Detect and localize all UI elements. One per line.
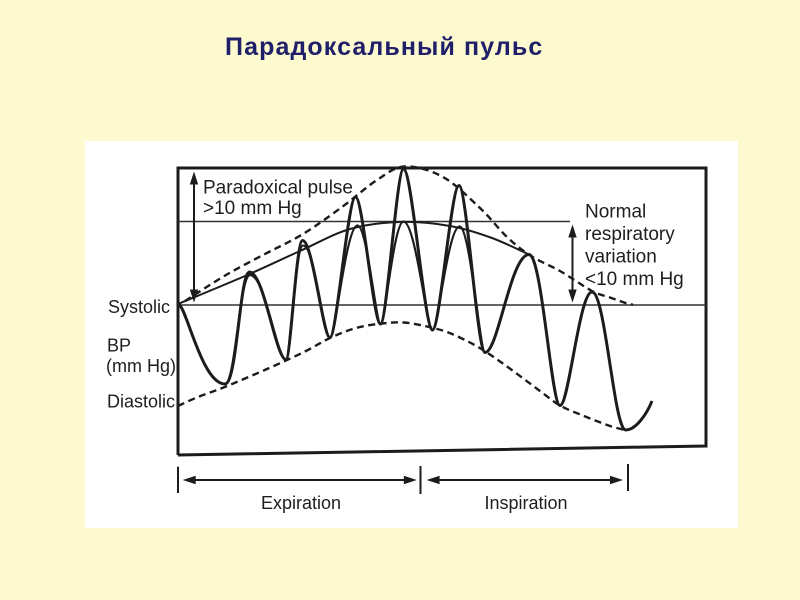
svg-text:<10 mm Hg: <10 mm Hg (585, 269, 684, 290)
svg-text:Inspiration: Inspiration (484, 493, 567, 513)
svg-text:respiratory: respiratory (585, 224, 675, 245)
svg-text:Systolic: Systolic (108, 297, 170, 317)
svg-text:>10 mm Hg: >10 mm Hg (203, 198, 302, 219)
svg-text:Normal: Normal (585, 202, 646, 223)
svg-text:BP: BP (107, 336, 131, 356)
svg-text:Expiration: Expiration (261, 493, 341, 513)
svg-text:Diastolic: Diastolic (107, 392, 175, 412)
svg-text:variation: variation (585, 247, 657, 268)
svg-text:(mm Hg): (mm Hg) (106, 356, 176, 376)
svg-text:Paradoxical pulse: Paradoxical pulse (203, 178, 353, 199)
